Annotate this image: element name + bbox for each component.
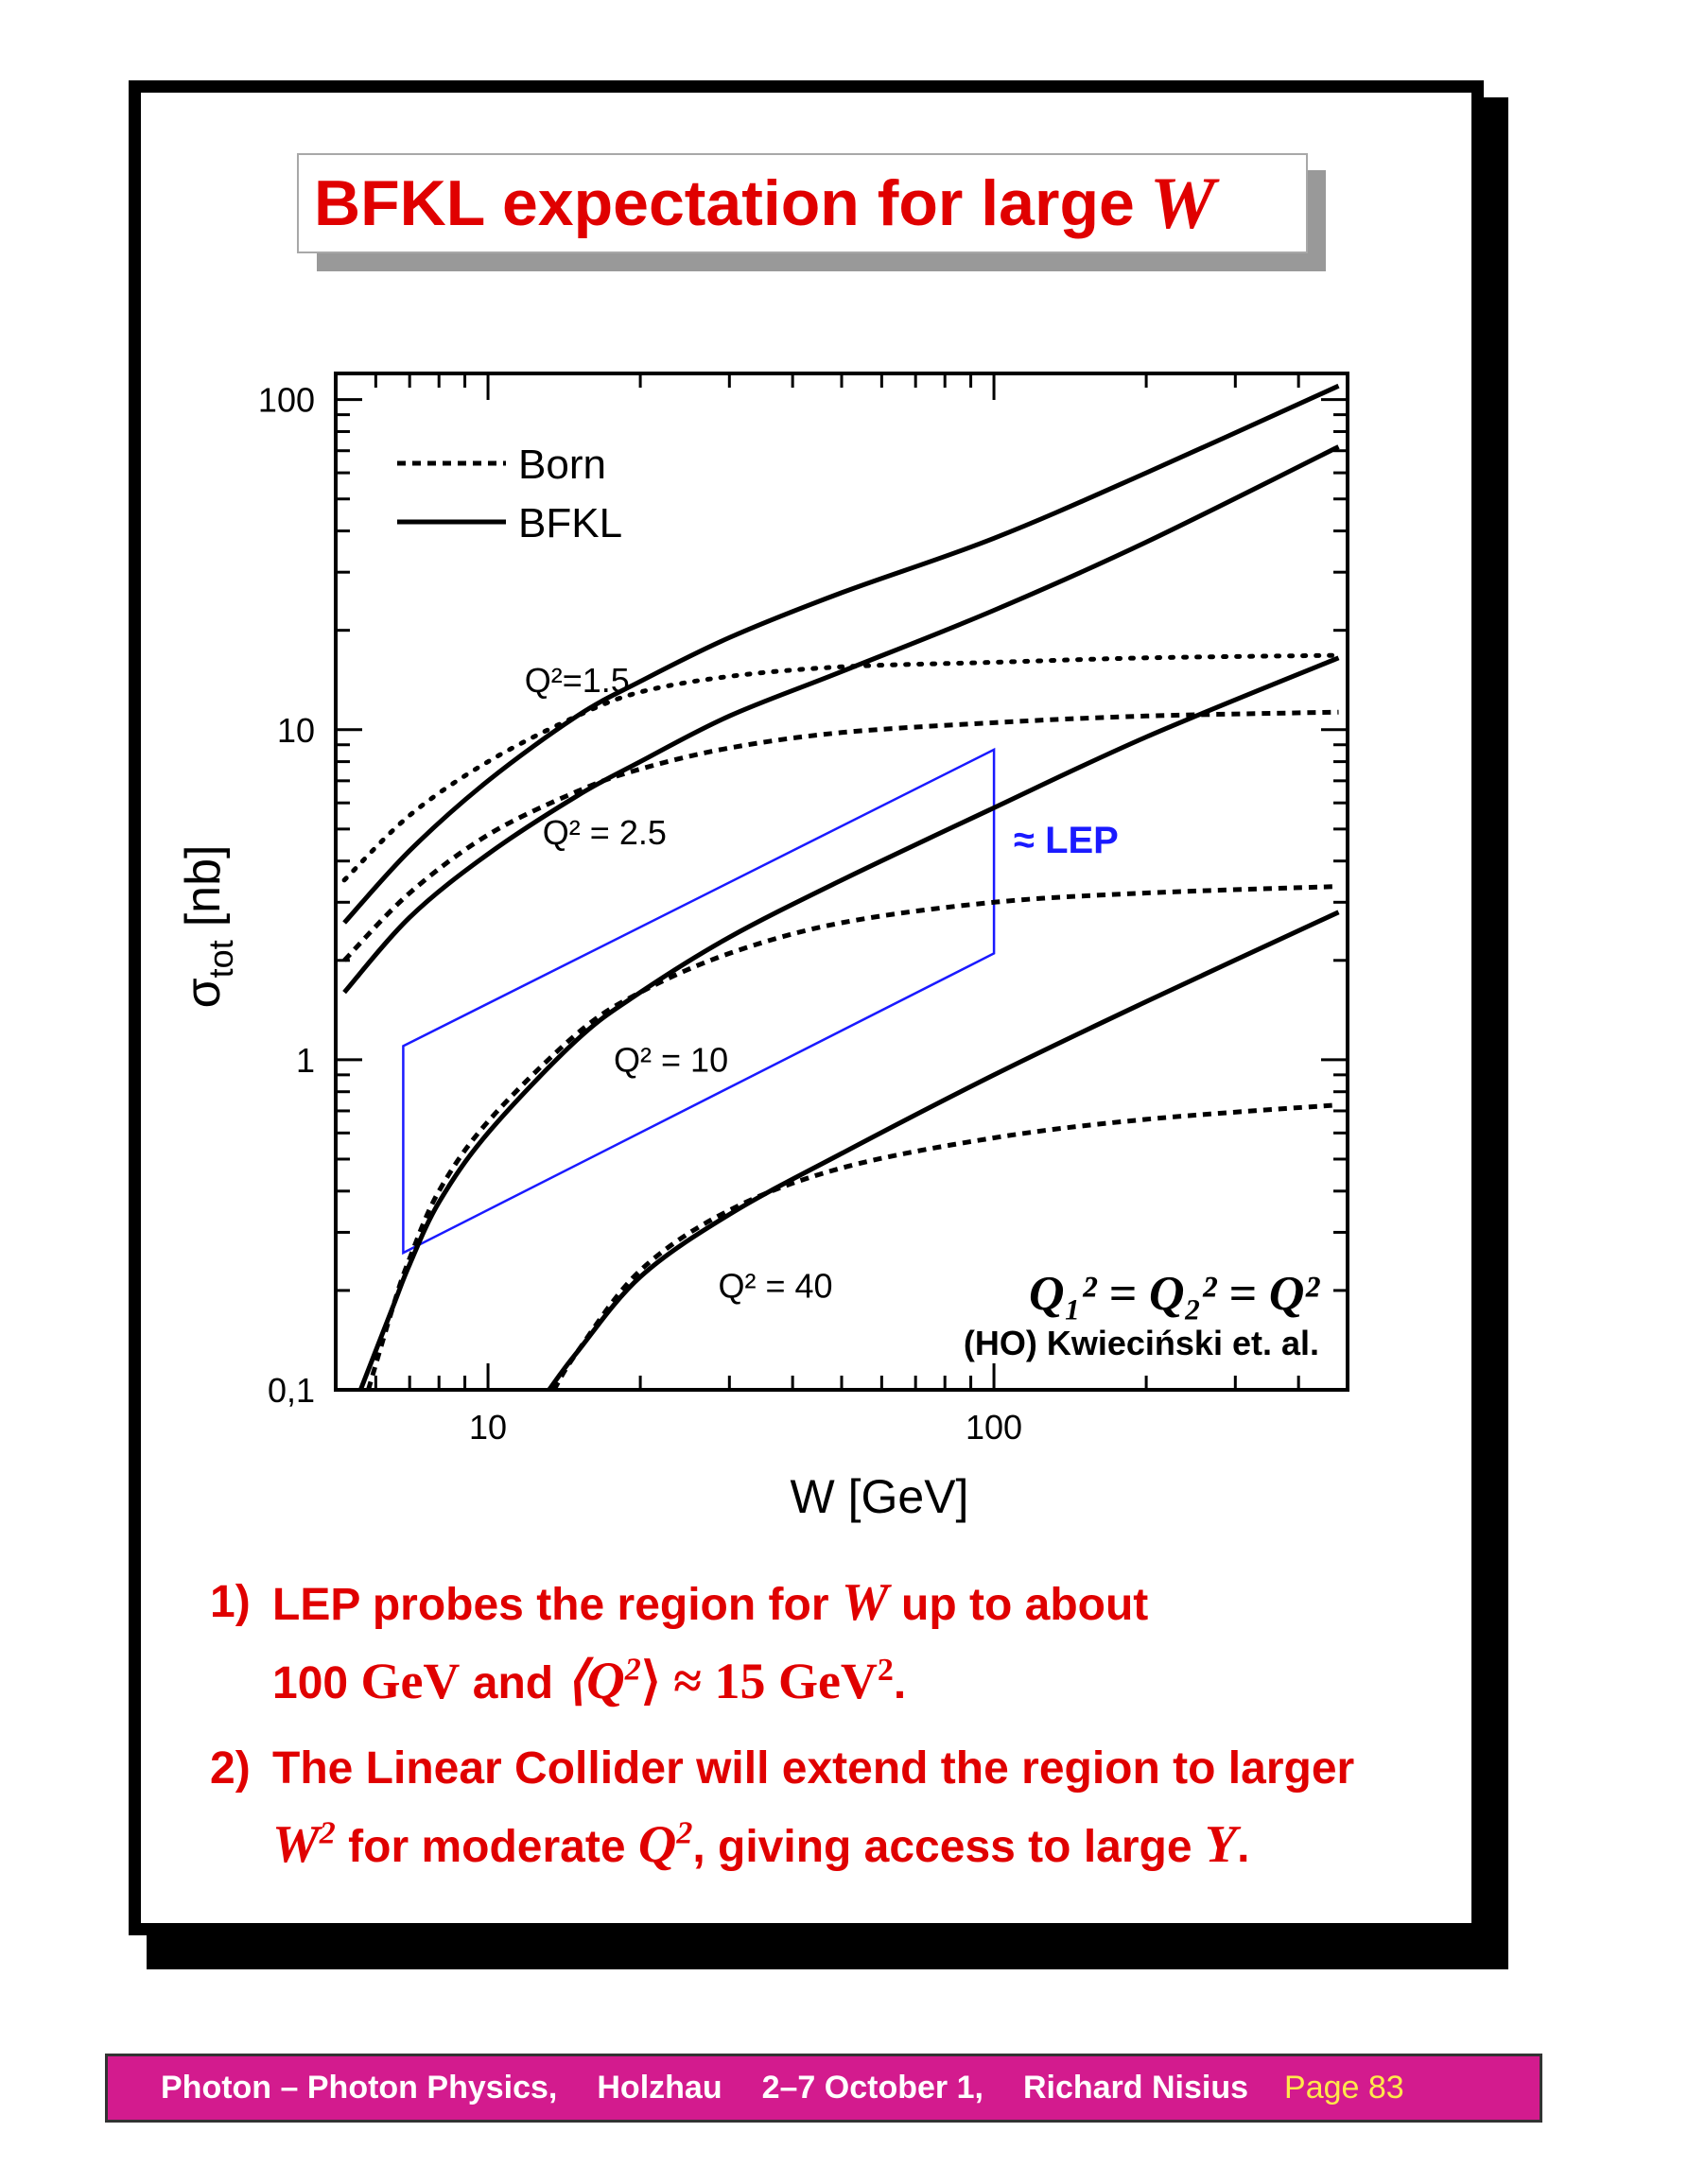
bullet-2: 2) The Linear Collider will extend the r… <box>210 1731 1458 1885</box>
curve-label: Q²=1.5 <box>525 661 630 700</box>
bullet-1-text: LEP probes the region for <box>272 1580 829 1630</box>
bullet-2-text-moderate: for moderate <box>348 1822 626 1872</box>
calculation-credit: (HO) Kwieciński et. al. <box>964 1324 1319 1362</box>
slide-footer: Photon – Photon Physics, Holzhau 2–7 Octob… <box>105 2054 1542 2123</box>
series-curve-q2-2-5-dashed <box>342 709 1339 962</box>
lep-region-label: ≈ LEP <box>1014 820 1119 861</box>
y-axis-symbol: σ <box>176 978 231 1008</box>
series-curve-q2-1-5-dotted <box>341 652 1341 883</box>
curve-label: Q² = 10 <box>614 1041 728 1080</box>
bullet-2-math-w2: W2 <box>272 1815 336 1874</box>
bullet-2-math-q2: Q2 <box>637 1815 693 1874</box>
series-curve-q2-40-dashed <box>551 1102 1339 1390</box>
bullet-2-text-access: , giving access to large <box>692 1822 1192 1872</box>
curve-label: Q² = 2.5 <box>543 813 667 852</box>
legend-label-bfkl: BFKL <box>518 500 622 546</box>
slide-frame <box>129 80 1484 1935</box>
y-tick-label: 10 <box>277 711 315 750</box>
y-axis-label: σtot [nb] <box>176 845 240 1009</box>
footer-place: Holzhau <box>597 2070 722 2106</box>
x-axis-label: W [GeV] <box>791 1470 969 1523</box>
bullet-1-math-approx: ⟩ ≈ 15 GeV2 <box>640 1653 894 1709</box>
series-curve-q2-40-solid <box>547 910 1340 1390</box>
y-tick-label: 100 <box>258 381 315 420</box>
footer-topic: Photon – Photon Physics, <box>161 2070 558 2106</box>
y-tick-label: 1 <box>296 1041 315 1080</box>
legend-label-born: Born <box>518 442 606 488</box>
kinematics-formula: Q₁² = Q₂² = Q² <box>1029 1267 1320 1321</box>
lep-region-outline <box>402 747 996 1256</box>
bullet-1-text-end: up to about <box>901 1580 1149 1630</box>
bullet-1: 1) LEP probes the region for W up to abo… <box>210 1565 1458 1722</box>
bullet-1-number: 1) <box>210 1577 251 1627</box>
plot-frame <box>334 372 1349 1392</box>
bullet-1-and: and <box>472 1658 554 1708</box>
bullet-1-math-q2: ⟨Q2 <box>566 1652 641 1710</box>
y-axis-subscript: tot <box>201 940 240 978</box>
curve-label: Q² = 40 <box>719 1267 833 1306</box>
footer-page-number: Page 83 <box>1284 2070 1404 2106</box>
x-tick-label: 100 <box>966 1408 1022 1447</box>
bullet-2-text: The Linear Collider will extend the regi… <box>272 1743 1355 1794</box>
slide-title-box: BFKL expectation for large W <box>297 153 1308 253</box>
bullet-1-math-w: W <box>841 1573 889 1632</box>
bullet-2-number: 2) <box>210 1743 251 1794</box>
series-curve-q2-10-solid <box>357 655 1340 1390</box>
slide-title: BFKL expectation for large <box>314 167 1135 239</box>
series-curve-q2-1-5-solid <box>342 383 1340 925</box>
y-tick-label: 0,1 <box>268 1371 315 1410</box>
series-curve-q2-2-5-solid <box>342 444 1340 995</box>
footer-author: Richard Nisius <box>1022 2070 1249 2106</box>
footer-dates: 2–7 October 1, <box>761 2070 983 2106</box>
y-axis-unit: [nb] <box>176 845 231 927</box>
bullet-1-unit: GeV <box>360 1653 461 1709</box>
bullet-1-value: 100 <box>272 1658 349 1708</box>
bullet-2-math-y: Y <box>1204 1815 1238 1874</box>
x-tick-label: 10 <box>469 1408 507 1447</box>
slide-title-math: W <box>1149 162 1216 244</box>
conclusion-list: 1) LEP probes the region for W up to abo… <box>210 1565 1458 1885</box>
